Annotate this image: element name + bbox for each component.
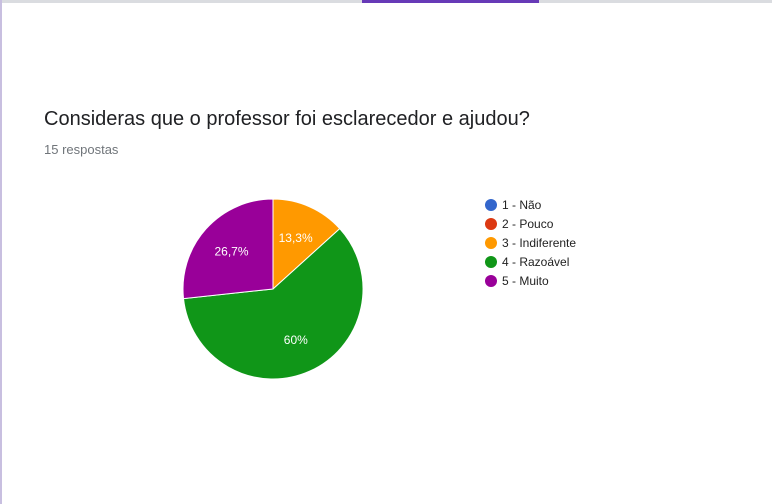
slice-label-4: 60% [284, 333, 308, 347]
legend-swatch-3 [485, 237, 497, 249]
legend-swatch-4 [485, 256, 497, 268]
slice-label-5: 26,7% [214, 245, 248, 259]
legend-label-3: 3 - Indiferente [502, 236, 576, 250]
legend-swatch-2 [485, 218, 497, 230]
card-left-edge [0, 0, 2, 504]
legend-label-2: 2 - Pouco [502, 217, 554, 231]
legend-label-4: 4 - Razoável [502, 255, 569, 269]
legend-label-1: 1 - Não [502, 198, 542, 212]
pie-slice-5 [182, 198, 274, 300]
slice-label-3: 13,3% [279, 231, 313, 245]
response-count: 15 respostas [44, 142, 119, 157]
legend-swatch-5 [485, 275, 497, 287]
pie-slice-4 [182, 227, 364, 380]
legend-swatch-1 [485, 199, 497, 211]
pie-slices [182, 198, 364, 380]
active-tab-indicator [362, 0, 539, 3]
pie-slice-3 [272, 198, 341, 291]
legend-label-5: 5 - Muito [502, 274, 549, 288]
pie-slice-labels: 13,3% 60% 26,7% [214, 231, 313, 347]
chart-legend: 1 - Não 2 - Pouco 3 - Indiferente 4 - Razoá… [485, 198, 576, 288]
question-title: Consideras que o professor foi esclarece… [44, 108, 530, 130]
